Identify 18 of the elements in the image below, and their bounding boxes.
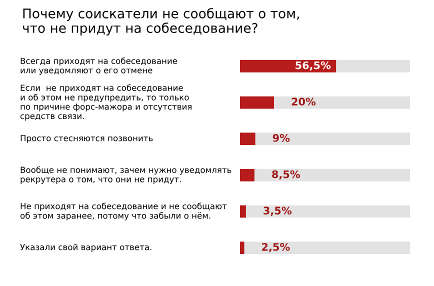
bar xyxy=(240,205,246,218)
chart-title: Почему соискатели не сообщают о том, что не придут на собеседование? xyxy=(22,8,299,36)
y-tick-label: Вообще не понимают, зачем нужно уведомлять рекрутера о том, что они не придут. xyxy=(20,166,232,184)
y-tick-label: Указали свой вариант ответа. xyxy=(20,244,152,252)
y-tick-label: Если не приходят на собеседование и об этом не предупредить, то только по причине форс-мажора и отсутствия средств связи. xyxy=(20,84,192,121)
bar xyxy=(240,132,256,146)
data-label: 9% xyxy=(272,134,290,142)
y-tick-label: Не приходят на собеседование и не сообщают об этом заранее, потому что забыли о нём. xyxy=(20,202,227,220)
data-label: 56,5% xyxy=(296,61,331,71)
data-label: 2,5% xyxy=(262,242,290,252)
bar xyxy=(240,169,254,182)
data-label: 3,5% xyxy=(264,206,292,216)
data-label: 8,5% xyxy=(272,170,300,180)
data-label: 20% xyxy=(292,98,316,106)
y-tick-label: Всегда приходят на собеседование или уведомляют о его отмене xyxy=(20,57,178,75)
y-tick-label: Просто стесняются позвонить xyxy=(20,135,153,143)
bar xyxy=(240,96,274,109)
bar xyxy=(240,242,244,254)
